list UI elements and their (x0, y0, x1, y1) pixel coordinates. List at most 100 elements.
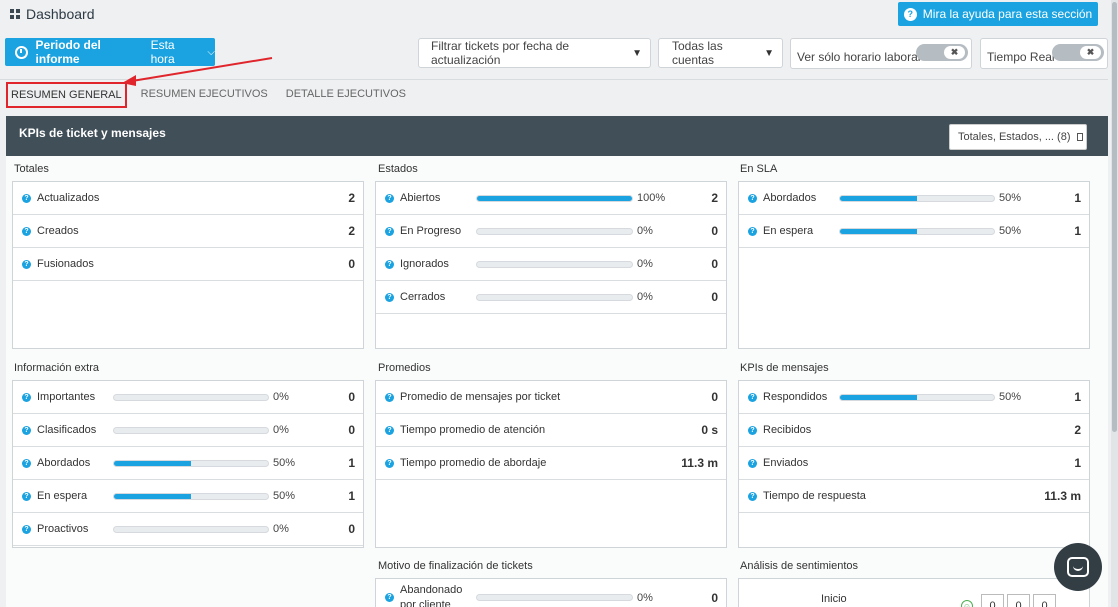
help-icon[interactable]: ? (385, 292, 394, 302)
list-item: ? Ignorados 0% 0 (376, 248, 726, 281)
row-value: 0 (711, 390, 718, 404)
help-icon[interactable]: ? (22, 458, 31, 468)
progress-bar (476, 260, 633, 268)
scrollbar-thumb[interactable] (1112, 2, 1117, 432)
date-filter-value: Filtrar tickets por fecha de actualizaci… (431, 39, 570, 67)
list-item: ? Clasificados 0% 0 (13, 414, 363, 447)
row-label: Creados (37, 225, 79, 237)
help-icon[interactable]: ? (385, 425, 394, 435)
row-label: Ignorados (400, 258, 449, 270)
row-label: Recibidos (763, 424, 812, 436)
chat-launcher-button[interactable] (1054, 543, 1102, 591)
progress-bar (476, 227, 633, 235)
help-icon[interactable]: ? (22, 425, 31, 435)
row-value: 0 (348, 522, 355, 536)
work-hours-toggle[interactable]: ✖ (916, 44, 968, 61)
list-item: ? Importantes 0% 0 (13, 381, 363, 414)
help-icon[interactable]: ? (385, 458, 394, 468)
row-value: 11.3 m (1044, 489, 1081, 503)
row-percent: 50% (273, 457, 296, 469)
row-label: Abandonado por cliente (400, 583, 462, 607)
help-icon[interactable]: ? (22, 193, 31, 203)
help-button[interactable]: ? Mira la ayuda para esta sección (898, 2, 1098, 26)
progress-bar (113, 492, 269, 500)
row-value: 0 (348, 257, 355, 271)
list-item: ? Fusionados 0 (13, 248, 363, 281)
accounts-filter-value: Todas las cuentas (672, 39, 723, 67)
row-value: 0 (348, 390, 355, 404)
card-title-extra: Información extra (14, 362, 99, 374)
row-label: Clasificados (37, 424, 97, 436)
help-icon[interactable]: ? (748, 458, 757, 468)
row-label-line1: Abandonado (400, 583, 463, 596)
row-value: 1 (348, 456, 355, 470)
report-period-button[interactable]: Periodo del informe Esta hora ⌵ (5, 38, 215, 66)
row-label: En espera (37, 490, 88, 502)
help-icon[interactable]: ? (748, 491, 757, 501)
list-item: ? Tiempo de respuesta 11.3 m (739, 480, 1089, 513)
progress-bar (476, 194, 633, 202)
card-title-estados: Estados (378, 163, 418, 175)
help-icon[interactable]: ? (22, 259, 31, 269)
help-icon[interactable]: ? (385, 259, 394, 269)
tab-resumen-general[interactable]: RESUMEN GENERAL (6, 82, 127, 108)
row-label: Enviados (763, 457, 809, 469)
card-sentimientos: Inicio ☺ 0 0 0 (738, 578, 1090, 607)
row-value: 0 s (701, 423, 718, 437)
list-item: ? Tiempo promedio de abordaje 11.3 m (376, 447, 726, 480)
dashboard-grid-icon (10, 9, 20, 19)
row-value: 0 (348, 423, 355, 437)
kpi-selector[interactable]: Totales, Estados, ... (8) (949, 124, 1087, 150)
card-promedios: ? Promedio de mensajes por ticket 0 ? Ti… (375, 380, 727, 548)
close-icon: ✖ (944, 46, 965, 59)
progress-bar (839, 194, 995, 202)
kpi-selector-label: Totales, Estados, ... (8) (958, 131, 1071, 143)
kpi-content: Totales ? Actualizados 2 ? Creados 2 ? F… (6, 156, 1108, 607)
realtime-label: Tiempo Real (987, 50, 1055, 64)
row-value: 2 (711, 191, 718, 205)
work-hours-label: Ver sólo horario laboral (797, 50, 921, 64)
realtime-toggle[interactable]: ✖ (1052, 44, 1104, 61)
list-item: ? Actualizados 2 (13, 182, 363, 215)
card-title-mensajes: KPIs de mensajes (740, 362, 829, 374)
clock-icon (15, 45, 28, 59)
row-value: 0 (711, 290, 718, 304)
help-icon[interactable]: ? (748, 193, 757, 203)
tab-detalle-ejecutivos[interactable]: DETALLE EJECUTIVOS (285, 88, 406, 100)
chevron-down-icon: ⌵ (207, 46, 215, 58)
help-icon[interactable]: ? (385, 193, 394, 203)
row-value: 1 (1074, 224, 1081, 238)
sentiment-count: 0 (1007, 594, 1030, 607)
list-item: ? Cerrados 0% 0 (376, 281, 726, 314)
row-label: Abiertos (400, 192, 441, 204)
help-icon[interactable]: ? (385, 392, 394, 402)
row-value: 11.3 m (681, 456, 718, 470)
row-value: 2 (348, 224, 355, 238)
help-icon[interactable]: ? (748, 226, 757, 236)
help-icon[interactable]: ? (22, 491, 31, 501)
help-icon[interactable]: ? (748, 425, 757, 435)
help-button-label: Mira la ayuda para esta sección (922, 7, 1093, 21)
row-value: 1 (1074, 390, 1081, 404)
help-icon[interactable]: ? (22, 392, 31, 402)
card-title-totales: Totales (14, 163, 49, 175)
row-percent: 0% (273, 424, 289, 436)
date-filter-select[interactable]: Filtrar tickets por fecha de actualizaci… (418, 38, 651, 68)
help-icon[interactable]: ? (748, 392, 757, 402)
progress-bar (113, 426, 269, 434)
list-item: ? Tiempo promedio de atención 0 s (376, 414, 726, 447)
help-icon[interactable]: ? (22, 524, 31, 534)
list-item: ? Proactivos 0% 0 (13, 513, 363, 546)
help-icon[interactable]: ? (22, 226, 31, 236)
sentiment-count: 0 (1033, 594, 1056, 607)
help-icon[interactable]: ? (385, 226, 394, 236)
list-item: ? Creados 2 (13, 215, 363, 248)
row-value: 1 (1074, 456, 1081, 470)
page-scrollbar[interactable] (1111, 0, 1118, 607)
accounts-filter-select[interactable]: Todas las cuentas ▼ (658, 38, 783, 68)
list-item: ? Abordados 50% 1 (739, 182, 1089, 215)
row-label: Promedio de mensajes por ticket (400, 391, 561, 403)
help-icon[interactable]: ? (385, 593, 394, 602)
tab-resumen-ejecutivos[interactable]: RESUMEN EJECUTIVOS (140, 88, 268, 100)
row-label: Tiempo de respuesta (763, 490, 866, 502)
